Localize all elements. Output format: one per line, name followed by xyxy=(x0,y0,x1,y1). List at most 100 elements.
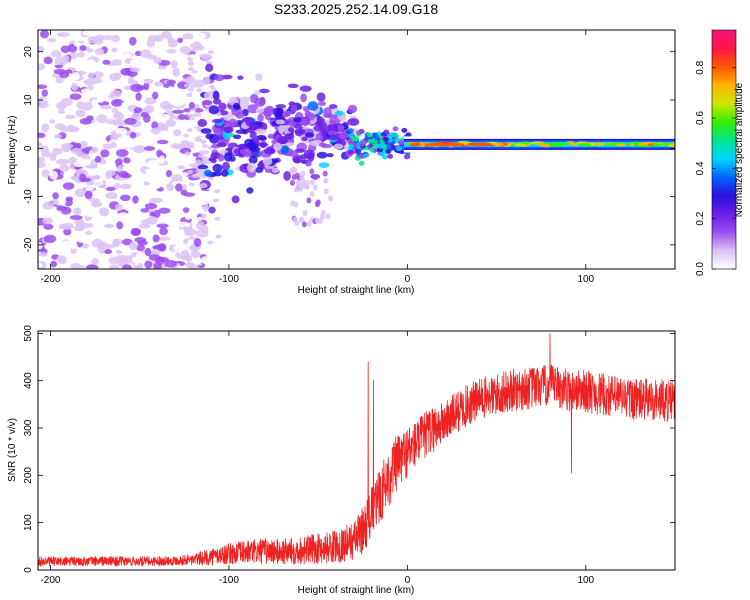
spectrogram-noise-cell xyxy=(177,37,184,43)
carrier-segment xyxy=(493,142,504,146)
spectrogram-cluster-cell xyxy=(275,119,285,125)
spectrogram-cluster-cell xyxy=(284,142,295,147)
spectrogram-cluster-cell xyxy=(212,90,220,101)
spectrogram-noise-cell xyxy=(41,150,51,158)
spectrogram-noise-cell xyxy=(138,44,148,49)
spectrogram-noise-cell xyxy=(91,200,98,208)
spectrogram-converge-cell xyxy=(405,132,412,138)
spectrogram-tail-cell xyxy=(299,216,304,223)
spectrogram-noise-cell xyxy=(94,155,102,163)
colorbar-tick-label: 0.4 xyxy=(695,161,706,175)
spectrogram-noise-cell xyxy=(128,241,138,251)
spectrogram-noise-cell xyxy=(74,188,87,198)
spectrogram-noise-cell xyxy=(38,132,46,138)
spectrogram-noise-cell xyxy=(49,119,56,124)
spectrogram-noise-cell xyxy=(154,165,162,173)
spectrogram-noise-cell xyxy=(101,34,114,41)
spectrogram-y-axis-label: Frequency (Hz) xyxy=(7,116,18,185)
spectrogram-converge-cell xyxy=(396,146,403,152)
spectrogram-noise-cell xyxy=(129,36,137,46)
spectrogram-noise-cell xyxy=(130,227,141,237)
spectrogram-noise-cell xyxy=(111,34,120,43)
spectrogram-noise-cell xyxy=(124,117,137,125)
spectrogram-cluster-cell xyxy=(239,96,252,103)
spectrogram-noise-cell xyxy=(156,139,169,145)
spectrogram-noise-cell xyxy=(65,196,74,202)
spectrogram-noise-cell xyxy=(119,194,131,202)
spectrogram-noise-cell xyxy=(99,159,107,165)
spectrogram-noise-cell xyxy=(180,249,190,259)
spectrogram-noise-cell xyxy=(190,265,198,269)
carrier-segment xyxy=(625,142,631,146)
spectrogram-noise-cell xyxy=(41,123,50,133)
spectrogram-noise-cell xyxy=(201,214,208,218)
spectrogram-noise-cell xyxy=(187,211,194,216)
spectrogram-cluster-cell xyxy=(347,118,360,126)
spectrogram-noise-cell xyxy=(190,250,201,259)
y-tick-label: -10 xyxy=(23,189,34,204)
spectrogram-noise-cell xyxy=(117,164,124,173)
spectrogram-noise-cell xyxy=(38,142,43,147)
spectrogram-tail-cell xyxy=(315,199,321,206)
spectrogram-noise-cell xyxy=(52,192,59,200)
spectrogram-cluster-cell xyxy=(212,163,223,173)
spectrogram-converge-cell xyxy=(386,144,393,150)
spectrogram-noise-cell xyxy=(159,130,170,137)
carrier-segment xyxy=(630,143,635,147)
spectrogram-noise-cell xyxy=(70,51,78,59)
spectrogram-cluster-cell xyxy=(318,162,330,168)
spectrogram-cluster-cell xyxy=(205,63,214,72)
carrier-peak-segment xyxy=(475,142,491,147)
spectrogram-cluster-cell xyxy=(292,154,303,164)
spectrogram-cluster-cell xyxy=(339,131,349,140)
carrier-peak-segment xyxy=(427,142,446,147)
spectrogram-noise-cell xyxy=(73,42,83,47)
spectrogram-noise-cell xyxy=(165,119,177,127)
spectrogram-noise-cell xyxy=(214,216,221,221)
spectrogram-noise-cell xyxy=(56,32,70,37)
spectrogram-tail-cell xyxy=(292,167,298,174)
spectrogram-cluster-cell xyxy=(301,136,308,142)
spectrogram-tail-cell xyxy=(322,170,328,177)
spectrogram-noise-cell xyxy=(115,249,123,255)
spectrogram-heat-layer xyxy=(38,30,675,269)
spectrogram-noise-cell xyxy=(146,216,158,225)
spectrogram-noise-cell xyxy=(186,128,193,133)
spectrogram-noise-cell xyxy=(44,137,57,145)
spectrogram-noise-cell xyxy=(202,202,209,212)
spectrogram-noise-cell xyxy=(172,67,181,77)
spectrogram-noise-cell xyxy=(42,201,54,210)
spectrogram-noise-cell xyxy=(137,240,148,246)
spectrogram-noise-cell xyxy=(92,71,104,79)
spectrogram-cluster-cell xyxy=(199,182,208,189)
spectrogram-noise-cell xyxy=(153,181,161,189)
spectrogram-noise-cell xyxy=(195,50,202,55)
spectrogram-noise-cell xyxy=(193,79,206,88)
spectrogram-cluster-cell xyxy=(223,152,233,162)
x-tick-label: 0 xyxy=(405,274,411,285)
spectrogram-noise-cell xyxy=(71,82,78,91)
spectrogram-noise-cell xyxy=(171,30,183,35)
spectrogram-noise-cell xyxy=(43,56,53,65)
spectrogram-noise-cell xyxy=(153,81,164,87)
snr-y-axis-label: SNR (10 * v/v) xyxy=(7,418,18,482)
spectrogram-cluster-cell xyxy=(254,128,267,135)
spectrogram-cluster-cell xyxy=(334,110,344,116)
spectrogram-noise-cell xyxy=(137,138,150,144)
spectrogram-converge-cell xyxy=(369,147,376,153)
spectrogram-cluster-cell xyxy=(262,156,273,166)
spectrogram-converge-cell xyxy=(385,148,392,154)
spectrogram-cluster-cell xyxy=(284,133,295,140)
spectrogram-noise-cell xyxy=(206,60,213,65)
spectrogram-noise-cell xyxy=(87,72,95,80)
spectrogram-noise-cell xyxy=(129,67,141,72)
spectrogram-noise-cell xyxy=(81,88,91,95)
spectrogram-noise-cell xyxy=(134,50,142,57)
spectrogram-cluster-cell xyxy=(213,127,223,136)
snr-frame xyxy=(37,330,676,571)
spectrogram-noise-cell xyxy=(43,234,57,244)
spectrogram-cluster-cell xyxy=(264,110,272,120)
spectrogram-cluster-cell xyxy=(304,132,315,138)
spectrogram-cluster-cell xyxy=(221,169,229,177)
spectrogram-noise-cell xyxy=(134,167,142,175)
